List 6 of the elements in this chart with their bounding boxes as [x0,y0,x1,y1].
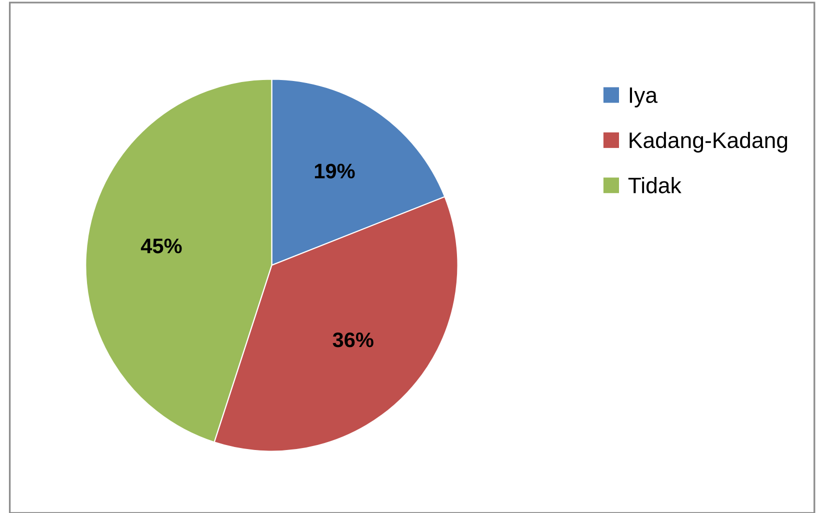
data-label: 19% [314,164,355,178]
data-label: 36% [332,332,374,348]
legend-label: Iya [630,88,658,108]
data-label: 45% [140,238,182,254]
legend-label: Kadang-Kadang [630,132,788,153]
legend-label: Tidak [628,177,682,194]
